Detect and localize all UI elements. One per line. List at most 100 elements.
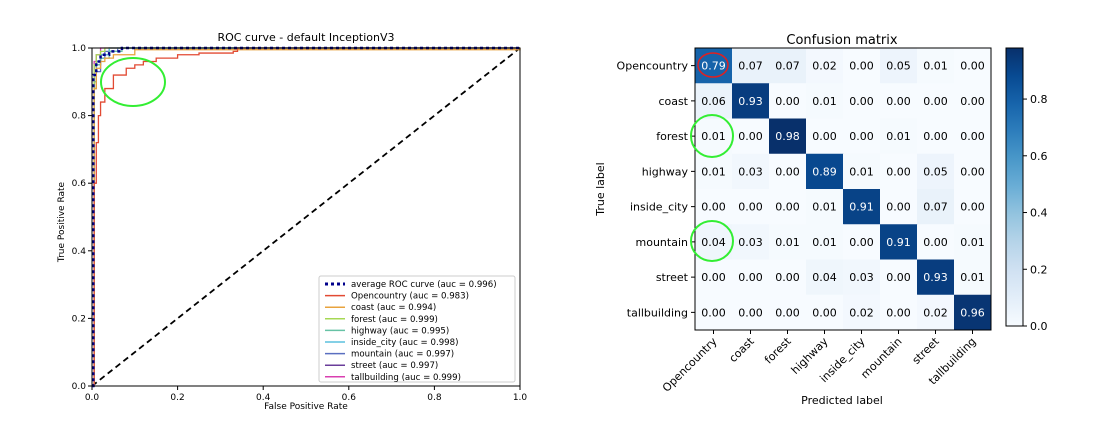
cm-cell-value: 0.02 — [812, 60, 837, 73]
cm-cell — [880, 118, 918, 155]
cm-cell — [880, 83, 918, 119]
cm-cell — [917, 259, 955, 296]
cm-cell-value: 0.00 — [886, 165, 911, 178]
cm-cell-value: 0.03 — [738, 236, 763, 249]
cm-frame — [694, 47, 992, 331]
roc-chance-diagonal — [91, 47, 521, 387]
cm-cell-value: 0.01 — [812, 95, 837, 108]
cm-cell — [843, 153, 881, 190]
cm-title: Confusion matrix — [786, 33, 897, 48]
cm-cell — [806, 153, 844, 190]
cm-cell — [843, 224, 881, 260]
cm-cell-value: 0.01 — [812, 201, 837, 214]
cm-cell-value: 0.91 — [849, 201, 874, 214]
cm-cell-value: 0.01 — [775, 236, 800, 249]
cm-cell-value: 0.00 — [738, 130, 763, 143]
cm-cell-value: 0.00 — [960, 130, 985, 143]
cm-cell — [880, 294, 918, 331]
cm-cell-value: 0.00 — [960, 95, 985, 108]
cm-cell — [880, 48, 918, 84]
cm-cells: 0.79 0.07 0.07 0.02 0.00 0.05 0.01 0.00 0.06 0.93… — [695, 48, 992, 331]
cm-cell — [769, 189, 807, 225]
cm-cell — [695, 48, 733, 84]
cm-cell-value: 0.91 — [886, 236, 911, 249]
cm-cell — [695, 259, 733, 296]
cm-row-label: coast — [658, 95, 688, 108]
roc-xtick-label: 0.4 — [256, 393, 271, 403]
cm-cell-value: 0.00 — [701, 201, 726, 214]
cm-row-label: highway — [642, 165, 689, 178]
cm-cell-value: 0.00 — [812, 306, 837, 319]
cm-cell-value: 0.02 — [849, 306, 874, 319]
roc-legend-entry: highway (auc = 0.995) — [351, 326, 449, 336]
cm-cell — [695, 189, 733, 225]
cm-col-label: forest — [762, 334, 794, 366]
cm-cell-value: 0.01 — [701, 130, 726, 143]
roc-legend-entry: street (auc = 0.997) — [351, 361, 438, 371]
cm-cell — [917, 189, 955, 225]
roc-highlight-circle — [100, 57, 166, 107]
cm-row-label: Opencountry — [617, 60, 689, 73]
cm-xlabel: Predicted label — [801, 394, 883, 407]
roc-legend-entry: Opencountry (auc = 0.983) — [351, 292, 469, 302]
cm-cell — [732, 118, 770, 155]
cm-cell-value: 0.96 — [960, 306, 985, 319]
cm-cell — [843, 48, 881, 84]
cm-cell-value: 0.00 — [886, 201, 911, 214]
cm-cell-value: 0.01 — [886, 130, 911, 143]
cm-cell — [954, 48, 992, 84]
cm-highlight-forest-circle — [690, 114, 734, 158]
cm-cell — [880, 153, 918, 190]
cm-cell-value: 0.93 — [923, 271, 948, 284]
cm-cell-value: 0.00 — [775, 165, 800, 178]
cm-cell — [843, 294, 881, 331]
cm-cell-value: 0.00 — [849, 95, 874, 108]
cm-cell-value: 0.00 — [960, 165, 985, 178]
cm-col-label: Opencountry — [660, 335, 720, 395]
cm-cell-value: 0.03 — [849, 271, 874, 284]
cm-cell — [954, 118, 992, 155]
cm-cell — [917, 153, 955, 190]
roc-legend-entry: tallbuilding (auc = 0.999) — [351, 373, 461, 383]
roc-xtick-label: 1.0 — [513, 393, 528, 403]
cm-cell-value: 0.07 — [775, 60, 800, 73]
cm-cell — [769, 294, 807, 331]
roc-legend-box — [318, 275, 516, 383]
cm-cell-value: 0.00 — [923, 130, 948, 143]
cm-cell-value: 0.00 — [738, 271, 763, 284]
cm-cell — [695, 294, 733, 331]
cm-cell-value: 0.01 — [812, 236, 837, 249]
cm-cell-value: 0.07 — [923, 201, 948, 214]
cm-cell — [769, 259, 807, 296]
cm-cell-value: 0.01 — [923, 60, 948, 73]
cm-colorbar-label: 0.4 — [1030, 207, 1048, 220]
cm-cell — [806, 294, 844, 331]
roc-series-line — [92, 46, 520, 388]
cm-cell — [732, 259, 770, 296]
cm-cell-value: 0.00 — [775, 271, 800, 284]
roc-ticks: 0.0 0.2 0.4 0.6 0.8 1.0 0.0 0.2 0.4 0.6 0.8 1.0 — [72, 44, 528, 403]
cm-colorbar-gradient — [1005, 47, 1024, 327]
cm-row-labels: Opencountry coast forest highway inside_city… — [617, 60, 695, 319]
cm-cell-value: 0.00 — [775, 201, 800, 214]
cm-col-labels: Opencountry coast foresthighwayinside_city… — [660, 330, 979, 395]
cm-cell-value: 0.00 — [775, 306, 800, 319]
cm-cell — [917, 83, 955, 119]
cm-cell — [806, 224, 844, 260]
roc-legend-entry: coast (auc = 0.994) — [351, 303, 436, 313]
cm-cell-value: 0.79 — [701, 60, 726, 73]
cm-cell — [917, 48, 955, 84]
roc-ylabel: True Positive Rate — [57, 181, 67, 263]
roc-xtick-label: 0.0 — [85, 393, 100, 403]
roc-xtick-label: 0.6 — [342, 393, 357, 403]
cm-cell-value: 0.00 — [960, 201, 985, 214]
cm-row-label: inside_city — [630, 201, 688, 214]
cm-cell-value: 0.00 — [849, 236, 874, 249]
cm-cell-value: 0.01 — [960, 236, 985, 249]
cm-row-label: tallbuilding — [627, 306, 688, 319]
roc-title: ROC curve - default InceptionV3 — [217, 31, 394, 44]
cm-cell — [954, 294, 992, 331]
cm-cell-value: 0.01 — [960, 271, 985, 284]
roc-legend-entry: mountain (auc = 0.997) — [351, 350, 454, 360]
cm-cell-value: 0.00 — [923, 236, 948, 249]
